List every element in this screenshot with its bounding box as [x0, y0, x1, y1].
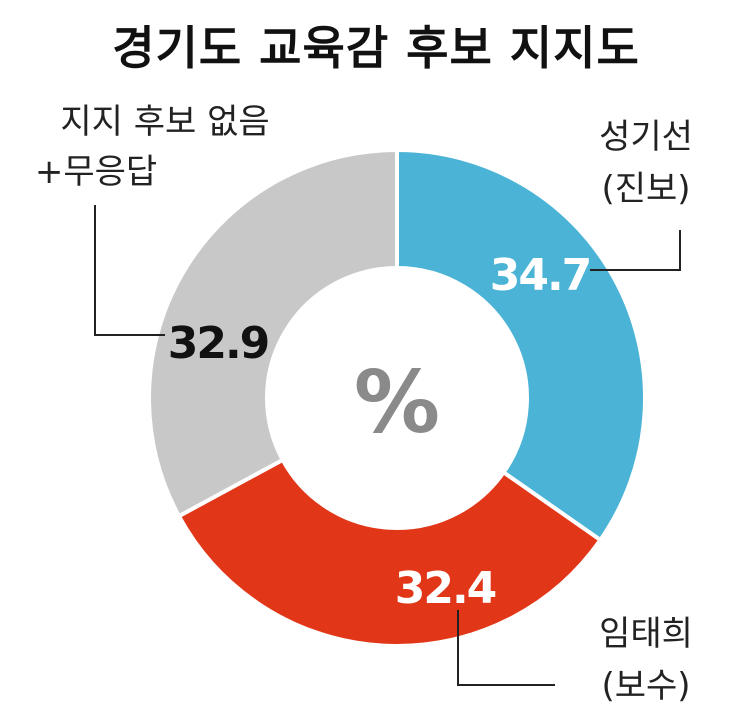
slice-label-3-line1: 지지 후보 없음: [60, 102, 269, 142]
chart-title: 경기도 교육감 후보 지지도: [112, 21, 640, 75]
slice-value-1: 34.7: [490, 250, 591, 301]
leader-line-3: [94, 205, 165, 336]
leader-line-2: [457, 610, 555, 686]
slice-value-3: 32.9: [168, 318, 269, 369]
slice-label-2-line2: (보수): [601, 666, 690, 706]
slice-label-2-line1: 임태희: [599, 614, 693, 654]
center-percent-label: %: [354, 353, 440, 453]
pie-slice-2: [176, 457, 604, 648]
pie-slice-1: [395, 147, 647, 543]
slice-label-3-line2: +무응답: [35, 152, 157, 192]
pie-slice-3: [147, 147, 399, 519]
slice-label-1-line2: (진보): [601, 169, 690, 209]
slice-label-1-line1: 성기선: [599, 117, 693, 157]
slice-value-2: 32.4: [395, 563, 496, 614]
leader-line-1: [590, 230, 681, 271]
